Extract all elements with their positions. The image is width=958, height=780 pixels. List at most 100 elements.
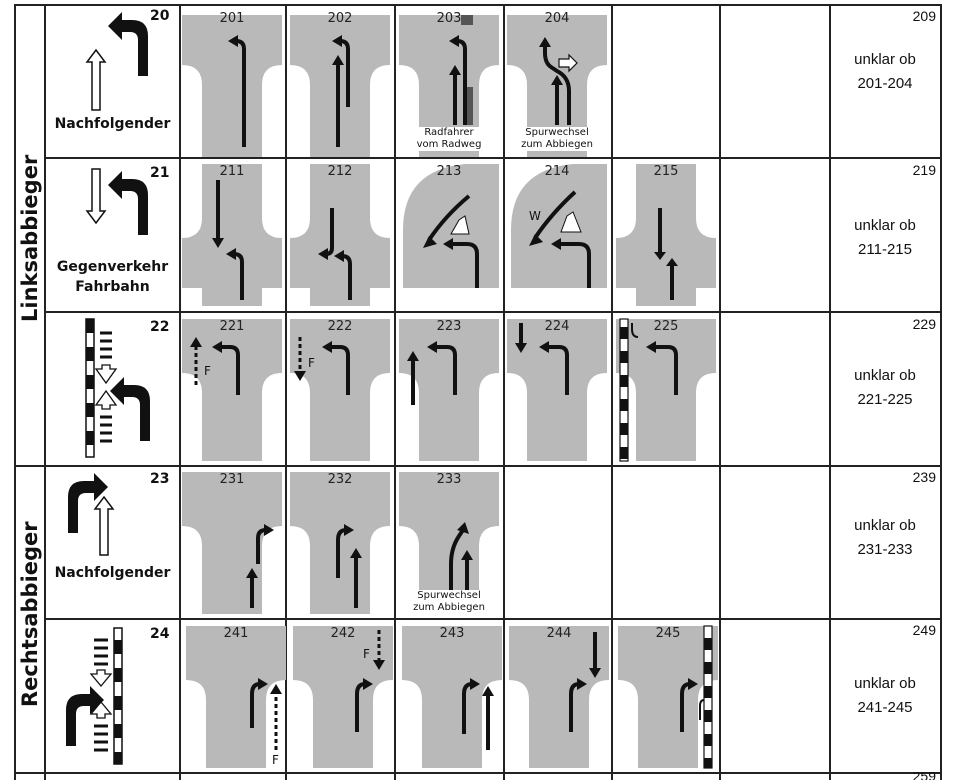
category-21: 21 Gegenverkehr Fahrbahn — [46, 159, 179, 311]
unclear-text: unklar ob 201-204 — [854, 51, 916, 92]
unclear-text: unklar ob 221-225 — [854, 367, 916, 408]
case-tile-225: 225 — [616, 315, 716, 465]
case-tile-212: 212 — [290, 160, 390, 310]
case-number: 232 — [327, 472, 353, 487]
letter-f: F — [204, 364, 211, 378]
case-number: 243 — [439, 626, 465, 641]
next-row-number: 259 — [912, 772, 936, 780]
case-tile-214: W 214 — [507, 160, 607, 310]
case-number: 224 — [544, 319, 570, 334]
case-number: 202 — [327, 11, 353, 26]
column-divider — [611, 4, 613, 780]
case-number: 213 — [436, 164, 462, 179]
unclear-number: 209 — [912, 8, 936, 24]
case-tile-202: 202 — [290, 7, 390, 157]
case-number: 245 — [655, 626, 681, 641]
letter-f: F — [363, 647, 370, 661]
case-number: 223 — [436, 319, 462, 334]
case-tile-223: 223 — [399, 315, 499, 465]
case-tile-213: 213 — [399, 160, 499, 310]
unclear-number: 239 — [912, 469, 936, 485]
category-24: 24 — [46, 620, 179, 772]
case-tile-232: 232 — [290, 468, 390, 618]
row-divider — [44, 157, 942, 159]
case-number: 221 — [219, 319, 245, 334]
case-caption: Radfahrer vom Radweg — [399, 127, 499, 151]
case-tile-242: F 242 — [293, 622, 393, 772]
category-number: 24 — [150, 626, 170, 642]
parallel-traffic-left-icon — [85, 318, 150, 458]
unclear-number: 249 — [912, 622, 936, 638]
row-divider — [14, 4, 942, 6]
case-tile-231: 231 — [182, 468, 282, 618]
case-tile-245: 245 — [618, 622, 718, 772]
case-caption: Spurwechsel zum Abbiegen — [399, 590, 499, 614]
category-text: Nachfolgender — [54, 116, 171, 132]
follower-right-icon — [68, 473, 115, 556]
case-tile-204: 204 Spurwechsel zum Abbiegen — [507, 7, 607, 157]
category-text: Nachfolgender — [54, 565, 171, 581]
case-number: 214 — [544, 164, 570, 179]
case-caption: Spurwechsel zum Abbiegen — [507, 127, 607, 151]
column-divider — [829, 4, 831, 780]
case-number: 241 — [223, 626, 249, 641]
category-number: 22 — [150, 319, 170, 335]
column-divider — [940, 4, 942, 780]
row-divider — [44, 618, 942, 620]
case-tile-233: 233 Spurwechsel zum Abbiegen — [399, 468, 499, 618]
case-number: 201 — [219, 11, 245, 26]
column-divider — [285, 4, 287, 780]
column-divider — [503, 4, 505, 780]
case-number: 204 — [544, 11, 570, 26]
case-tile-244: 244 — [509, 622, 609, 772]
case-tile-211: 211 — [182, 160, 282, 310]
case-tile-224: 224 — [507, 315, 607, 465]
row-divider — [44, 311, 942, 313]
row-divider — [14, 772, 942, 774]
unclear-number: 229 — [912, 316, 936, 332]
case-number: 212 — [327, 164, 353, 179]
case-tile-203: 203 Radfahrer vom Radweg — [399, 7, 499, 157]
category-23: 23 Nachfolgender — [46, 467, 179, 618]
case-tile-215: 215 — [616, 160, 716, 310]
category-number: 23 — [150, 471, 170, 487]
category-20: 20 Nachfolgender — [46, 6, 179, 157]
case-number: 215 — [653, 164, 679, 179]
column-divider — [394, 4, 396, 780]
case-number: 211 — [219, 164, 245, 179]
follower-left-icon — [85, 12, 148, 111]
row-divider — [14, 465, 942, 467]
case-number: 242 — [330, 626, 356, 641]
category-number: 21 — [150, 165, 170, 181]
case-tile-201: 201 — [182, 7, 282, 157]
letter-w: W — [529, 209, 541, 223]
column-divider — [44, 4, 46, 780]
letter-f: F — [272, 753, 279, 767]
column-divider — [14, 4, 16, 780]
parallel-traffic-right-icon — [66, 627, 123, 765]
unclear-text: unklar ob 241-245 — [854, 675, 916, 716]
case-number: 244 — [546, 626, 572, 641]
case-number: 203 — [436, 11, 462, 26]
case-number: 231 — [219, 472, 245, 487]
column-divider — [719, 4, 721, 780]
case-number: 233 — [436, 472, 462, 487]
category-text: Gegenverkehr Fahrbahn — [56, 259, 169, 295]
unclear-text: unklar ob 211-215 — [854, 217, 916, 258]
letter-f: F — [308, 356, 315, 370]
category-22: 22 — [46, 313, 179, 465]
unclear-text: unklar ob 231-233 — [854, 517, 916, 558]
case-tile-221: F 221 — [182, 315, 282, 465]
oncoming-left-icon — [85, 168, 148, 235]
case-number: 222 — [327, 319, 353, 334]
case-tile-222: F 222 — [290, 315, 390, 465]
unclear-number: 219 — [912, 162, 936, 178]
category-number: 20 — [150, 8, 170, 24]
group-label-left: Linksabbieger — [18, 154, 42, 322]
case-tile-241: F 241 — [186, 622, 286, 772]
column-divider — [179, 4, 181, 780]
case-tile-243: 243 — [402, 622, 502, 772]
case-number: 225 — [653, 319, 679, 334]
group-label-right: Rechtsabbieger — [18, 521, 42, 707]
